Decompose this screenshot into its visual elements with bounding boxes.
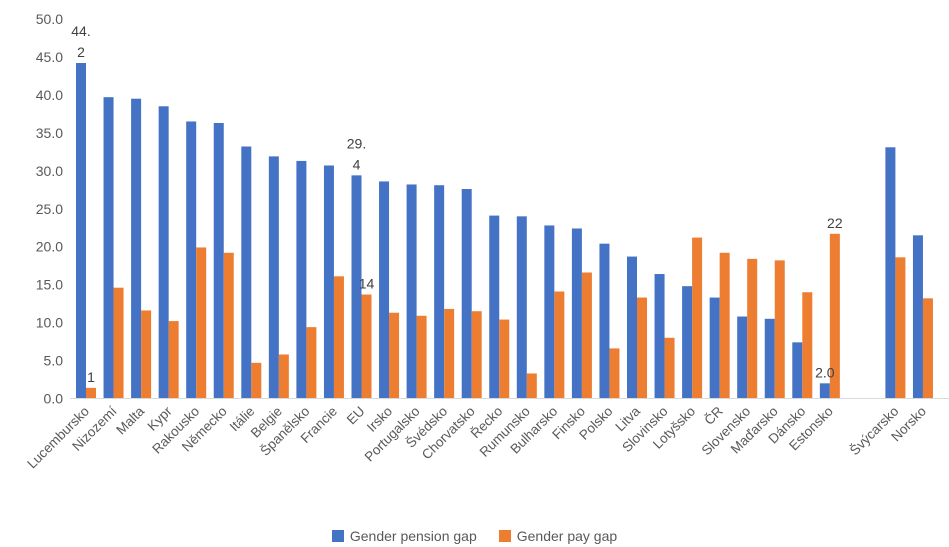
bar-pay-gap [581,272,592,399]
bar-pension-gap [158,106,169,399]
bar-pension-gap [489,215,500,399]
bar-pay-gap [747,258,758,399]
bar-pension-gap [737,316,748,399]
bar-pay-gap [196,247,207,399]
legend-swatch-pay [498,530,511,542]
bar-pay-gap [223,252,234,399]
y-tick-label: 15.0 [36,277,63,293]
bar-pay-gap [86,387,96,399]
y-tick-label: 30.0 [36,163,63,179]
x-axis: LucemburskoNizozemíMaltaKyprRakouskoNěme… [24,403,929,471]
bar-pension-gap [296,160,307,399]
bar-pension-gap [885,147,896,399]
legend-label-pension: Gender pension gap [349,528,477,544]
bar-pension-gap [461,189,472,399]
bar-pay-gap [526,373,537,399]
bar-pension-gap [131,98,142,399]
y-tick-label: 40.0 [36,87,63,103]
bar-pay-gap [389,312,400,399]
bar-pension-gap [213,122,224,399]
bar-pay-gap [922,298,933,399]
bar-pension-gap [819,383,830,399]
data-label: 1 [87,369,95,385]
bar-pension-gap [516,216,527,399]
legend-swatch-pension [331,530,344,542]
y-tick-label: 50.0 [36,11,63,27]
bar-pension-gap [351,175,362,399]
bar-pay-gap [416,315,427,399]
bar-pay-gap [113,287,124,399]
bar-pension-gap [186,121,197,399]
bar-pay-gap [278,354,289,399]
data-label: 4 [353,156,361,172]
y-tick-label: 5.0 [44,353,64,369]
bar-pay-gap [444,308,455,399]
bar-pension-gap [268,156,279,399]
data-label: 14 [359,276,375,292]
bar-pay-gap [719,252,730,399]
bar-pay-gap [251,362,262,399]
legend-label-pay: Gender pay gap [516,528,618,544]
bar-pension-gap [544,225,555,399]
y-axis: 0.0 5.0 10.0 15.0 20.0 25.0 30.0 35.0 40.0 45.0 50… [36,11,63,407]
bar-pension-gap [241,146,252,399]
data-label: 2.0 [815,364,835,380]
legend: Gender pension gap Gender pay gap [0,526,949,546]
bar-pay-gap [141,310,152,399]
data-label: 2 [77,44,85,60]
bar-pay-gap [333,276,344,399]
bar-pension-gap [434,185,445,399]
bar-pay-gap [637,297,647,399]
bar-pay-gap [609,348,620,399]
bar-pay-gap [168,321,179,399]
bar-pension-gap [709,297,720,399]
y-tick-label: 45.0 [36,49,63,65]
bar-pension-gap [792,342,803,399]
bar-pay-gap [802,292,813,399]
data-label: 44. [71,23,90,39]
bar-pay-gap [895,257,906,399]
bar-pension-gap [76,63,86,399]
bar-pay-gap [499,319,510,399]
bar-pay-gap [554,291,565,399]
y-tick-label: 20.0 [36,239,63,255]
legend-item-pension: Gender pension gap [331,528,477,544]
data-labels: 44. 2 1 29. 4 14 2.0 22 [71,23,843,385]
bar-pension-gap [103,97,114,399]
x-tick-label: Malta [113,403,147,437]
y-tick-label: 35.0 [36,125,63,141]
bar-pay-gap [306,327,317,399]
bar-pension-gap [379,181,390,399]
bar-pension-gap [406,184,417,399]
bar-pay-gap [692,237,703,399]
y-tick-label: 10.0 [36,315,63,331]
data-label: 29. [347,135,366,151]
bar-pay-gap [471,311,482,399]
bar-pay-gap [664,337,675,399]
bar-pension-gap [682,286,693,399]
bar-pay-gap [829,233,840,399]
bar-pension-gap [627,256,637,399]
bar-pension-gap [323,165,334,399]
bar-pension-gap [764,318,775,399]
legend-item-pay: Gender pay gap [498,528,618,544]
bars [76,63,933,399]
bar-pay-gap [361,294,372,399]
data-label: 22 [827,215,843,231]
bar-pension-gap [571,228,582,399]
bar-pension-gap [599,243,610,399]
bar-pay-gap [774,260,785,399]
bar-pension-gap [912,235,923,399]
y-tick-label: 25.0 [36,201,63,217]
bar-pension-gap [654,274,665,399]
y-tick-label: 0.0 [44,391,64,407]
